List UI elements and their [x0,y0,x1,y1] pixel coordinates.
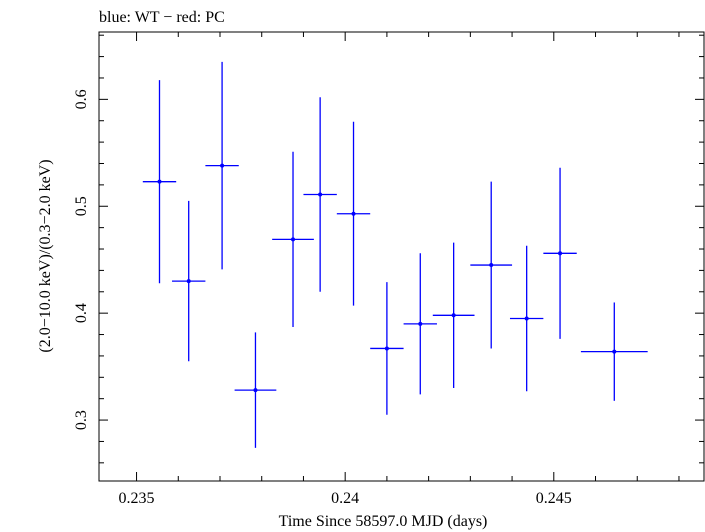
point-marker [612,349,617,354]
axis-ticks: 0.235 0.24 0.245 0.3 0.4 0.5 0.6 [73,32,704,507]
y-tick-label: 0.6 [73,89,90,109]
point-marker [558,251,563,256]
data-point [303,97,337,292]
point-marker [451,313,456,318]
data-point [172,200,206,362]
x-tick-label: 0.235 [119,490,155,507]
y-tick-label: 0.3 [73,410,90,430]
point-marker [186,279,191,284]
data-point [370,282,404,415]
point-marker [384,346,389,351]
y-tick-label: 0.5 [73,196,90,216]
data-point [205,61,239,270]
point-marker [157,179,162,184]
plot-frame [98,31,705,482]
data-point [543,167,577,339]
data-point [580,302,648,401]
x-axis-label: Time Since 58597.0 MJD (days) [279,513,488,530]
data-point [272,151,314,328]
data-point [432,242,475,388]
point-marker [318,192,323,197]
point-marker [489,263,494,268]
data-point [234,332,277,448]
chart-title: blue: WT − red: PC [99,9,225,26]
data-point [142,80,177,284]
x-tick-label: 0.245 [536,490,572,507]
y-tick-label: 0.4 [73,303,90,323]
y-axis-label: (2.0−10.0 keV)/(0.3−2.0 keV) [37,159,54,352]
point-marker [351,211,356,216]
data-point [470,181,513,349]
x-tick-label: 0.24 [331,490,359,507]
point-marker [253,388,258,393]
data-point [403,253,437,395]
data-point [336,121,371,306]
data-points [142,61,648,448]
point-marker [291,237,296,242]
data-point [509,245,544,392]
point-marker [418,321,423,326]
point-marker [220,163,225,168]
point-marker [524,316,529,321]
